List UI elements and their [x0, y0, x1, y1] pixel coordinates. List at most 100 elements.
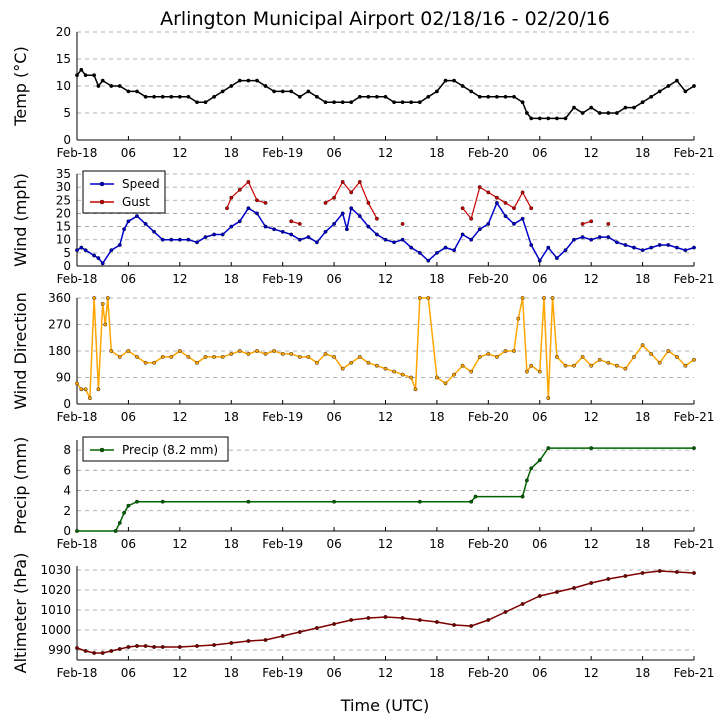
x-tick-label: Feb-19: [262, 146, 303, 160]
data-point: [615, 363, 619, 368]
data-point: [122, 510, 127, 515]
data-point: [615, 111, 619, 115]
data-point: [246, 639, 251, 643]
x-tick-label: 18: [635, 146, 650, 160]
x-tick-label: 06: [121, 410, 136, 424]
y-tick-label: 270: [48, 318, 71, 332]
y-tick-label: 6: [63, 463, 71, 477]
data-point: [314, 360, 319, 365]
data-point: [306, 354, 311, 359]
data-point: [203, 235, 208, 240]
data-point: [606, 221, 611, 226]
data-point: [109, 349, 114, 353]
data-point: [323, 351, 328, 356]
data-point: [195, 644, 199, 648]
data-point: [692, 245, 696, 250]
y-tick-label: 20: [56, 206, 71, 220]
data-point: [692, 357, 696, 362]
data-point: [220, 232, 225, 237]
data-point: [392, 100, 396, 105]
data-point: [357, 214, 362, 219]
x-tick-label: 12: [172, 410, 187, 424]
x-tick-label: 06: [121, 272, 136, 286]
series-gust: [225, 179, 611, 226]
series-segment: [513, 192, 524, 209]
x-tick-label: 06: [532, 410, 547, 424]
series-segment: [522, 192, 532, 209]
data-point: [640, 571, 645, 575]
y-tick-label: 1000: [40, 623, 71, 637]
data-point: [152, 94, 157, 99]
y-tick-label: 8: [63, 443, 71, 457]
data-point: [280, 634, 285, 638]
data-point: [75, 381, 79, 386]
data-point: [452, 623, 456, 627]
data-point: [477, 227, 482, 232]
data-point: [246, 351, 251, 356]
y-tick-label: 15: [56, 52, 71, 66]
data-point: [195, 100, 199, 105]
data-point: [357, 94, 362, 99]
data-point: [657, 569, 662, 573]
x-tick-label: Feb-19: [262, 666, 303, 680]
x-tick-label: 06: [121, 537, 136, 551]
x-tick-label: 12: [172, 272, 187, 286]
data-point: [143, 360, 148, 365]
data-point: [255, 198, 259, 203]
legend-label: Speed: [122, 177, 160, 191]
data-point: [409, 375, 414, 380]
x-tick-label: 06: [326, 146, 341, 160]
data-point: [349, 360, 354, 365]
x-tick-label: 12: [378, 537, 393, 551]
data-point: [323, 200, 328, 205]
x-tick-label: 18: [429, 410, 444, 424]
data-point: [92, 253, 97, 258]
data-point: [383, 94, 388, 99]
series-segment: [359, 181, 369, 204]
x-tick-label: 06: [326, 537, 341, 551]
data-point: [572, 237, 576, 242]
y-tick-label: 0: [63, 133, 71, 147]
data-point: [580, 354, 585, 359]
x-tick-label: Feb-21: [674, 410, 715, 424]
data-point: [494, 354, 499, 359]
y-axis-label: Wind (mph): [11, 173, 30, 267]
x-tick-label: 12: [584, 537, 599, 551]
data-point: [306, 235, 311, 240]
data-point: [143, 644, 148, 648]
data-point: [657, 89, 662, 94]
data-point: [597, 111, 602, 115]
data-point: [512, 221, 516, 226]
data-point: [469, 237, 474, 242]
data-point: [357, 179, 362, 184]
data-point: [443, 245, 448, 250]
data-point: [117, 647, 122, 651]
panel-precip: 0 2 4 6 8 Feb-18 06 12 18 Feb-19 06 12 18 Feb-20 06 12 1…: [11, 436, 714, 551]
data-point: [649, 94, 654, 99]
data-point: [109, 649, 114, 653]
x-tick-label: 06: [326, 272, 341, 286]
data-point: [692, 571, 696, 575]
x-axis-label: Time (UTC): [340, 696, 429, 715]
x-tick-label: 12: [584, 272, 599, 286]
data-point: [306, 89, 311, 94]
data-point: [117, 354, 122, 359]
data-point: [169, 237, 174, 242]
x-tick-label: Feb-18: [57, 272, 98, 286]
y-tick-label: 2: [63, 504, 71, 518]
data-point: [623, 366, 628, 371]
data-point: [606, 360, 611, 365]
data-point: [443, 381, 448, 386]
x-tick-label: 06: [326, 666, 341, 680]
data-point: [79, 67, 84, 72]
data-point: [520, 494, 525, 499]
x-tick-label: 18: [224, 666, 239, 680]
data-point: [143, 94, 148, 99]
y-axis-label: Wind Direction: [11, 292, 30, 410]
data-point: [186, 237, 191, 242]
data-point: [160, 354, 165, 359]
x-tick-label: 06: [532, 272, 547, 286]
data-point: [349, 190, 354, 195]
data-point: [113, 529, 118, 533]
